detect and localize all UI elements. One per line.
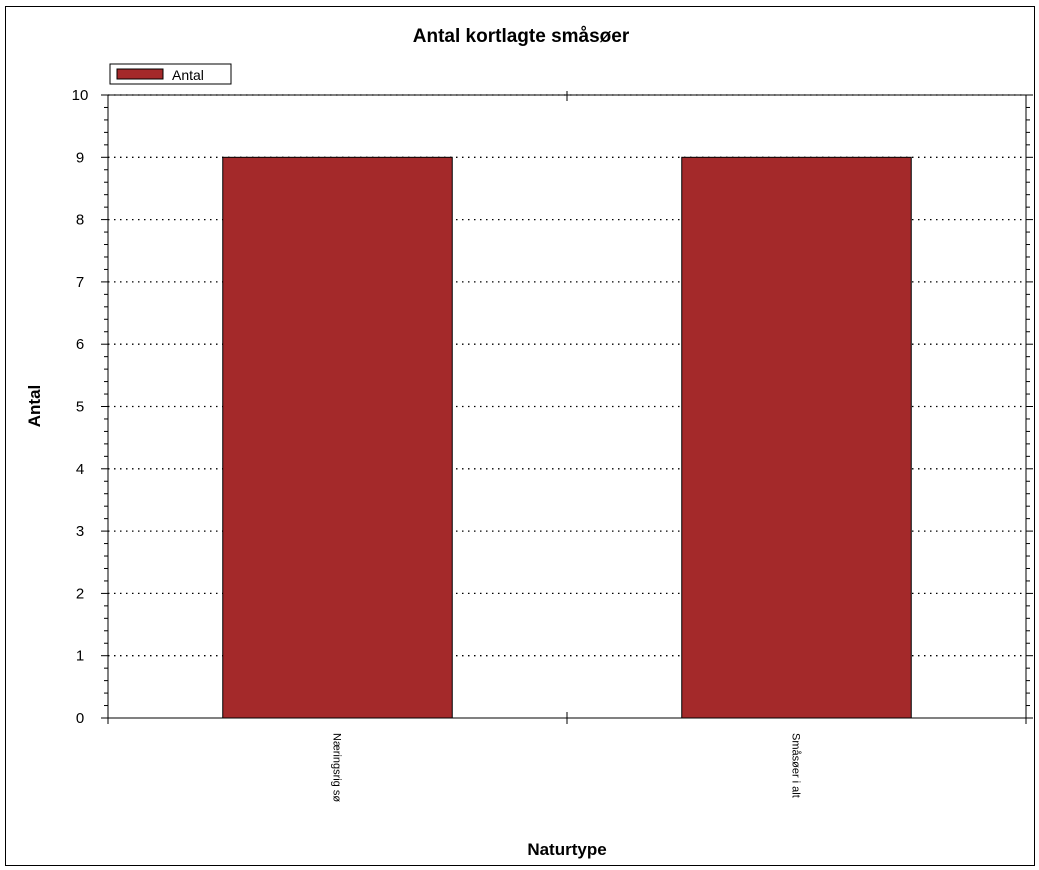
bar-1 — [681, 156, 912, 719]
chart-title: Antal kortlagte småsøer — [413, 26, 630, 47]
y-tick-label-1: 1 — [76, 648, 84, 665]
x-category-label-0: Næringsrig sø — [331, 733, 343, 802]
y-tick-label-5: 5 — [76, 399, 84, 416]
y-tick-label-7: 7 — [76, 274, 84, 291]
x-axis-label: Naturtype — [527, 840, 606, 859]
y-tick-label-9: 9 — [76, 149, 84, 166]
y-tick-label-8: 8 — [76, 212, 84, 229]
y-tick-label-4: 4 — [76, 461, 84, 478]
legend: Antal — [109, 63, 232, 85]
y-axis-label: Antal — [25, 385, 44, 428]
y-tick-label-10: 10 — [72, 87, 89, 104]
legend-swatch — [116, 68, 164, 80]
x-category-labels: Næringsrig sø Småsøer i alt — [331, 733, 802, 802]
y-tick-label-2: 2 — [76, 585, 84, 602]
bar-0 — [222, 156, 453, 719]
y-tick-label-3: 3 — [76, 523, 84, 540]
bars — [222, 156, 912, 719]
x-category-label-1: Småsøer i alt — [790, 733, 802, 798]
legend-entry-label: Antal — [172, 67, 204, 83]
axes — [101, 91, 1033, 724]
y-tick-label-6: 6 — [76, 336, 84, 353]
y-tick-label-0: 0 — [76, 710, 84, 727]
y-tick-labels: 0 1 2 3 4 5 6 7 8 9 10 — [72, 87, 89, 727]
